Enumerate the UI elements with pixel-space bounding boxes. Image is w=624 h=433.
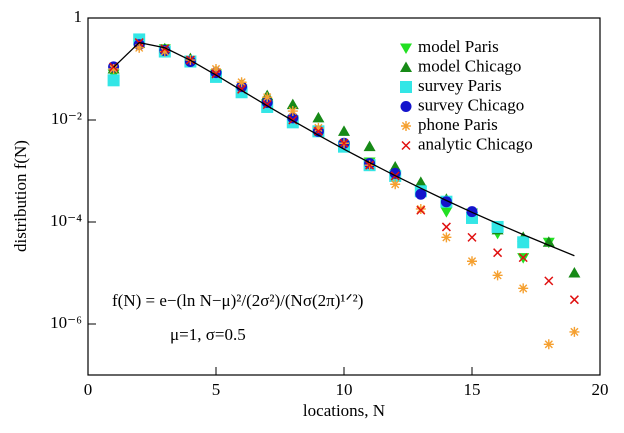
point [543, 339, 554, 350]
point [492, 270, 503, 281]
point [414, 176, 427, 187]
legend-label: phone Paris [418, 115, 498, 134]
point [568, 267, 581, 278]
point [467, 232, 477, 242]
x-tick-label: 10 [336, 380, 353, 399]
legend-marker [400, 43, 412, 54]
point [134, 42, 145, 53]
fit-line [113, 41, 575, 257]
legend-marker [400, 61, 412, 72]
point [441, 222, 451, 232]
point [493, 248, 503, 258]
point [389, 167, 401, 179]
point [416, 205, 426, 215]
legend-marker [400, 101, 412, 112]
point [415, 188, 427, 200]
point [544, 276, 554, 286]
x-tick-label: 5 [212, 380, 221, 399]
point [286, 98, 299, 110]
x-tick-label: 15 [464, 380, 481, 399]
point [262, 92, 273, 103]
point [108, 64, 119, 74]
point [441, 232, 452, 243]
point [160, 44, 170, 54]
point [211, 64, 221, 74]
point [107, 74, 120, 87]
legend-label: survey Chicago [418, 95, 524, 114]
point [491, 220, 504, 233]
y-tick-label: 10⁻² [51, 109, 82, 128]
x-axis-label: locations, N [303, 401, 385, 420]
parameters: μ=1, σ=0.5 [170, 325, 246, 344]
legend-marker [401, 121, 411, 131]
point [338, 125, 350, 136]
plot-frame [87, 17, 601, 376]
point [365, 160, 375, 170]
point [287, 112, 299, 124]
point [569, 326, 580, 337]
legend-marker [401, 140, 411, 151]
point [313, 122, 324, 133]
y-axis-label: distribution f(N) [11, 140, 30, 252]
y-tick-label: 1 [74, 7, 83, 26]
x-tick-label: 20 [592, 380, 609, 399]
legend-label: model Chicago [418, 56, 521, 75]
legend-label: survey Paris [418, 76, 502, 95]
point [518, 283, 529, 294]
legend-marker [400, 81, 412, 93]
y-tick-label: 10⁻⁴ [50, 211, 82, 230]
point [390, 179, 401, 190]
legend-label: analytic Chicago [418, 134, 533, 153]
point [415, 203, 426, 214]
x-tick-label: 0 [84, 380, 93, 399]
legend-label: model Paris [418, 37, 499, 56]
point [236, 77, 247, 88]
point [569, 295, 579, 305]
point [440, 207, 453, 218]
point [467, 256, 477, 267]
point [287, 106, 298, 117]
point [363, 140, 376, 152]
point [339, 138, 349, 148]
point [312, 111, 325, 123]
formula: f(N) = e−(ln N−μ)²/(2σ²)/(Nσ(2π)¹ᐟ²) [112, 291, 363, 310]
point [159, 46, 170, 57]
y-tick-label: 10⁻⁶ [50, 313, 82, 332]
point [517, 236, 530, 249]
point [518, 253, 528, 263]
